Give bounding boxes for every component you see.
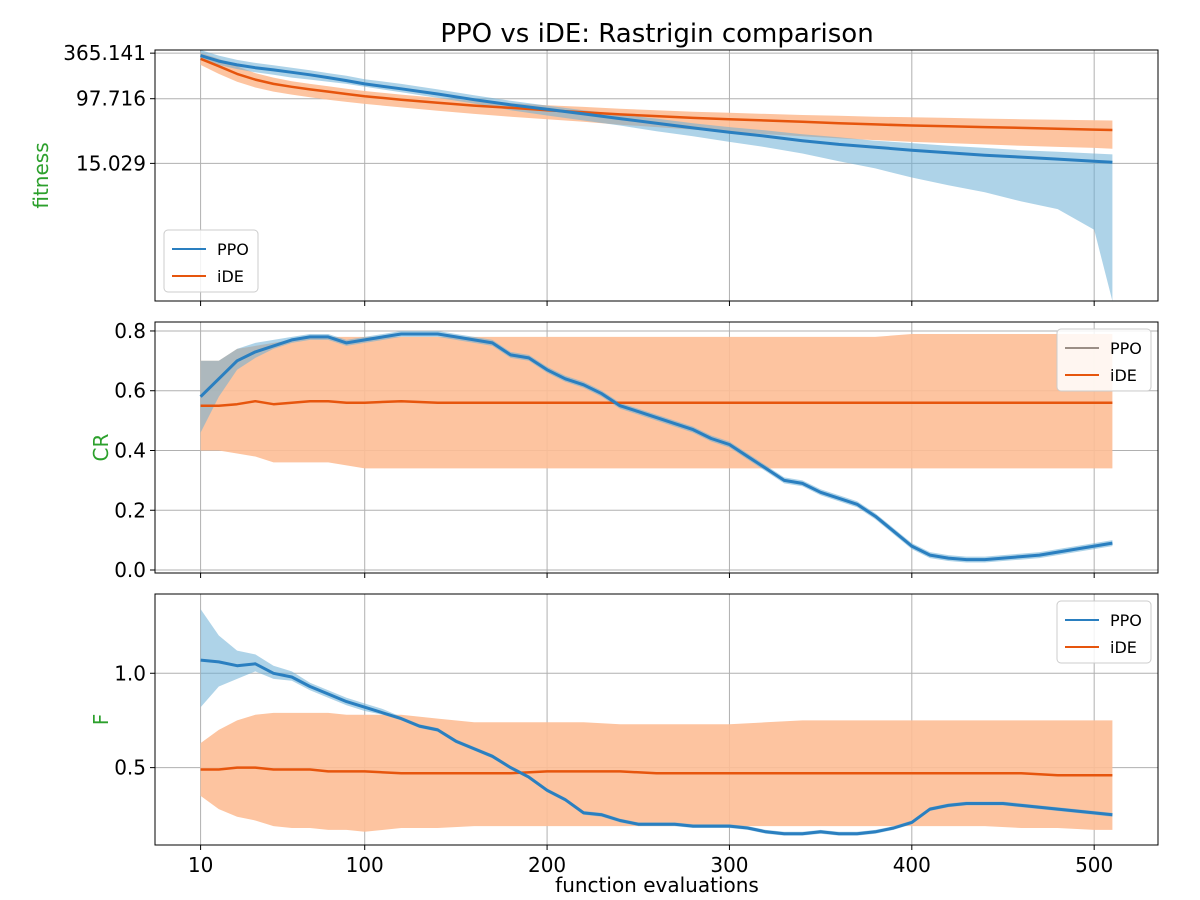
- ide-band: [200, 52, 1113, 149]
- legend-label: PPO: [217, 240, 249, 259]
- x-tick-label: 10: [188, 853, 213, 877]
- f-bands: [155, 594, 1158, 845]
- ppo-mean-line: [199, 332, 1113, 562]
- panel-f: 10 100 200 300 400 500 0.5 1.0 F PPO iDE: [89, 593, 1159, 877]
- y-tick-label: 0.0: [114, 558, 146, 582]
- ppo-mean-line: [200, 54, 1113, 164]
- ppo-band: [200, 50, 1113, 301]
- ide-mean-line: [200, 399, 1113, 407]
- legend-label: iDE: [1110, 366, 1137, 385]
- legend-label: PPO: [1110, 611, 1142, 630]
- fitness-axes-frame: [154, 49, 1159, 302]
- cr-bands: [155, 322, 1158, 573]
- x-tick-label: 100: [346, 853, 384, 877]
- fitness-legend: PPO iDE: [163, 229, 259, 293]
- y-tick-label: 365.141: [63, 41, 146, 65]
- f-lines: [200, 658, 1113, 836]
- y-tick-label: 0.8: [114, 319, 146, 343]
- chart-title: PPO vs iDE: Rastrigin comparison: [440, 19, 873, 49]
- ppo-mean-line: [200, 658, 1113, 836]
- y-tick-label: 0.5: [114, 756, 146, 780]
- y-tick-label: 1.0: [114, 661, 146, 685]
- y-tick-label: 0.6: [114, 379, 146, 403]
- f-legend: PPO iDE: [1056, 600, 1152, 664]
- x-tick-label: 300: [710, 853, 748, 877]
- panel-fitness: 365.141 97.716 15.029 fitness PPO iDE: [29, 41, 1159, 306]
- cr-ticks: 0.0 0.2 0.4 0.6 0.8: [114, 319, 1095, 582]
- f-ticks: 10 100 200 300 400 500 0.5 1.0: [114, 661, 1113, 877]
- fitness-ticks: 365.141 97.716 15.029: [63, 41, 1095, 306]
- cr-axes-frame: [154, 321, 1159, 574]
- x-axis-label: function evaluations: [555, 873, 759, 897]
- fitness-y-axis-label: fitness: [29, 142, 53, 208]
- legend-label: iDE: [1110, 638, 1137, 657]
- cr-legend: PPO iDE: [1056, 328, 1152, 392]
- legend-label: iDE: [217, 267, 244, 286]
- ide-mean-line: [200, 766, 1113, 777]
- x-tick-label: 200: [528, 853, 566, 877]
- ide-mean-line: [200, 57, 1113, 132]
- fitness-lines: [200, 54, 1113, 164]
- cr-lines: [199, 332, 1113, 562]
- y-tick-label: 0.4: [114, 438, 146, 462]
- y-tick-label: 15.029: [76, 151, 146, 175]
- x-tick-label: 500: [1075, 853, 1113, 877]
- y-tick-label: 97.716: [76, 87, 146, 111]
- cr-y-axis-label: CR: [89, 433, 113, 461]
- ide-band: [200, 334, 1113, 469]
- f-axes-frame: [154, 593, 1159, 846]
- y-tick-label: 0.2: [114, 498, 146, 522]
- f-y-axis-label: F: [89, 714, 113, 726]
- x-tick-label: 400: [893, 853, 931, 877]
- legend-label: PPO: [1110, 339, 1142, 358]
- panel-cr: 0.0 0.2 0.4 0.6 0.8 CR PPO iDE: [89, 319, 1159, 582]
